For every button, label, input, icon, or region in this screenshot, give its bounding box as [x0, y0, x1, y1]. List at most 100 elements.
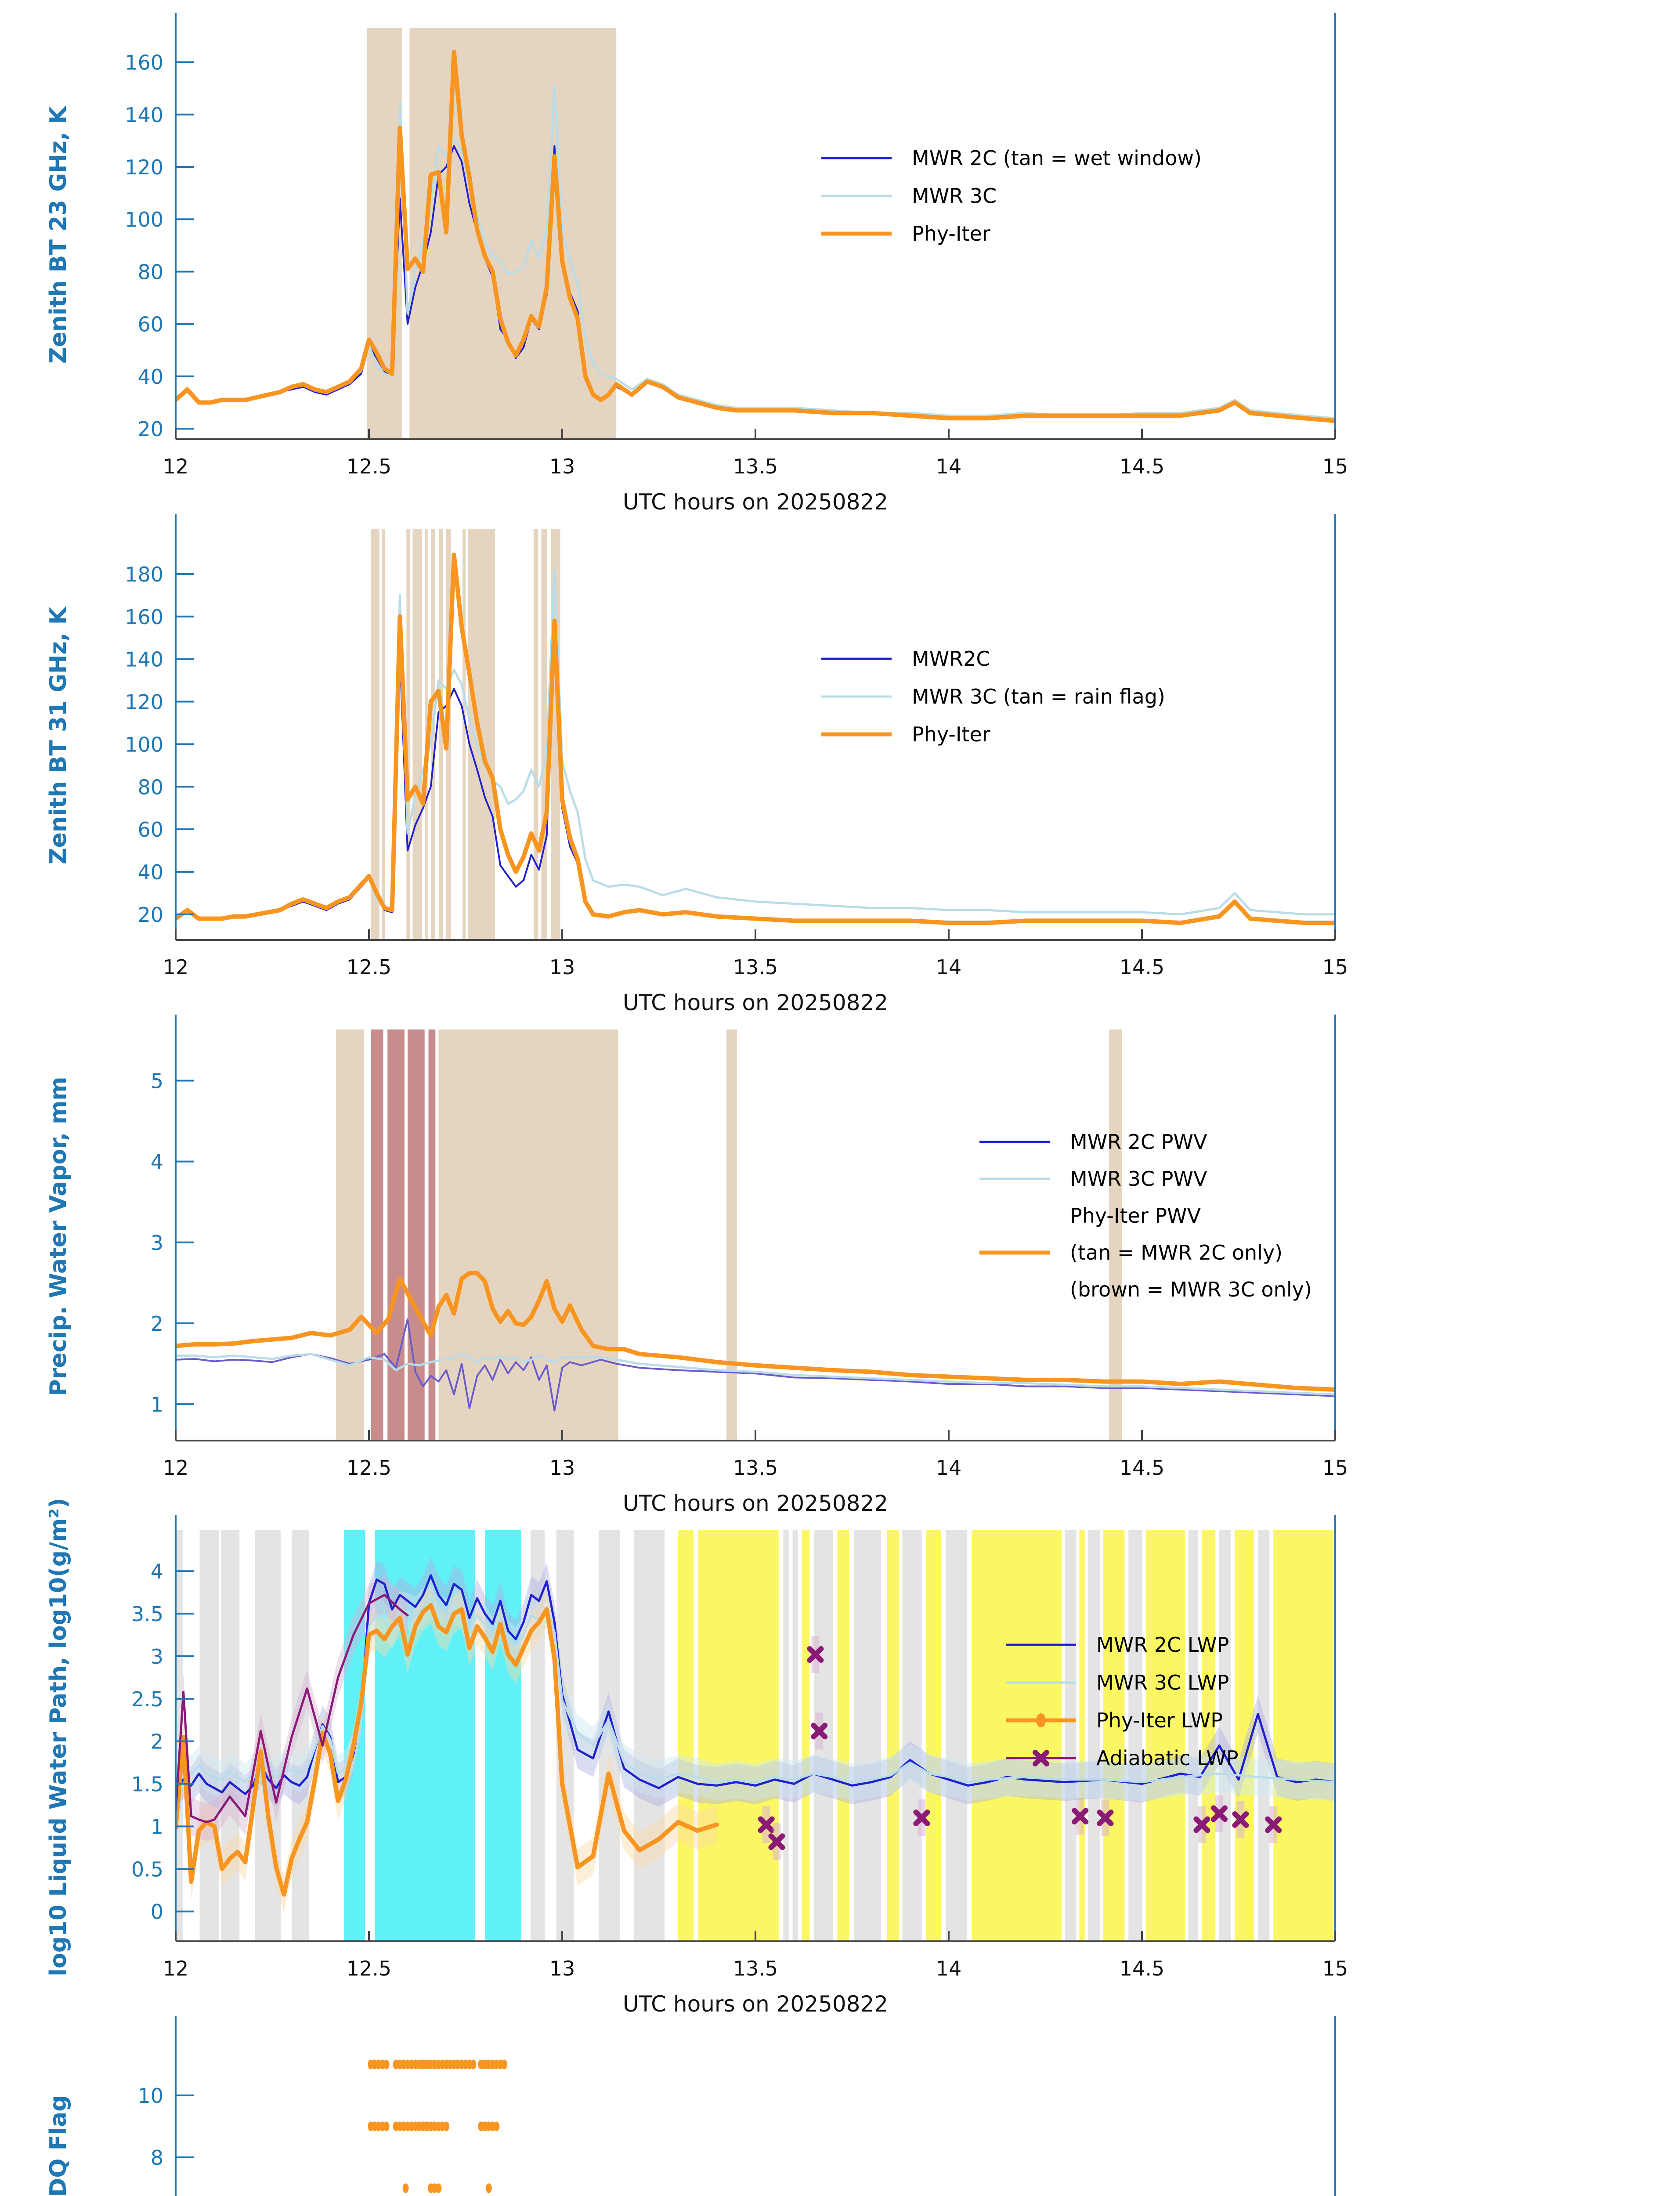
adiabatic-x-marker	[1193, 1816, 1210, 1833]
y-tick-label: 160	[125, 51, 163, 75]
y-tick-label: 10	[137, 2084, 163, 2108]
y-tick-label: 3.5	[131, 1602, 163, 1626]
y-tick-label: 60	[137, 313, 163, 336]
x-tick-label: 12	[163, 455, 189, 478]
series-line	[176, 1597, 1335, 1784]
legend-label: (tan = MWR 2C only)	[1070, 1241, 1283, 1264]
x-tick-label: 14.5	[1120, 955, 1164, 979]
y-tick-label: 20	[137, 903, 163, 927]
band	[438, 1029, 618, 1441]
band	[1128, 1530, 1142, 1941]
x-tick-label: 13.5	[733, 955, 778, 979]
series-group	[176, 1271, 1335, 1412]
legend: MWR 2C PWV MWR 3C PWV Phy-Iter PWV (tan = M…	[979, 1130, 1312, 1301]
series-line	[176, 553, 1335, 925]
adiabatic-markers	[758, 1636, 1282, 1860]
band	[371, 529, 379, 940]
adiabatic-x-marker	[1072, 1808, 1089, 1825]
band	[409, 28, 617, 439]
y-tick-label: 20	[137, 417, 163, 441]
series-group	[176, 553, 1335, 925]
legend-label: Adiabatic LWP	[1096, 1746, 1239, 1770]
legend: MWR2C MWR 3C (tan = rain flag) Phy-Iter	[821, 647, 1165, 746]
band	[375, 1530, 475, 1941]
y-tick-label: 4	[151, 1560, 163, 1583]
legend-label: MWR 2C PWV	[1070, 1130, 1207, 1154]
y-tick-label: 5	[151, 1069, 163, 1093]
series-group	[176, 49, 1335, 423]
dq-point	[402, 2183, 409, 2193]
x-tick-label: 15	[1322, 1957, 1348, 1980]
series-line	[176, 1574, 1335, 1795]
series-line	[176, 1593, 409, 1824]
y-tick-label: 0	[151, 1900, 163, 1924]
adiabatic-x-marker	[758, 1816, 775, 1833]
band	[1273, 1530, 1333, 1941]
band	[336, 1029, 364, 1441]
legend-label: MWR 3C	[912, 184, 997, 208]
x-tick-label: 14	[936, 1456, 962, 1480]
band	[1109, 1029, 1122, 1441]
band	[1103, 1530, 1125, 1941]
band	[412, 529, 422, 940]
shaded-bands	[176, 1530, 1333, 1941]
series-line	[176, 49, 1335, 423]
series-line	[176, 1603, 719, 1897]
x-tick-label: 12	[163, 1957, 189, 1980]
x-tick-label: 15	[1322, 955, 1348, 979]
y-tick-label: 1	[151, 1393, 163, 1416]
band	[854, 1530, 881, 1941]
legend-label: Phy-Iter LWP	[1096, 1708, 1223, 1732]
y-axis-label: Precip. Water Vapor, mm	[45, 1077, 72, 1396]
x-tick-label: 15	[1322, 1456, 1348, 1480]
panel-lwp: 0 0.5 1 1.5 2 2.5 3 3.5 4 12 12.5 13 13.5 14 14.5 15 log…	[0, 1498, 1680, 2033]
y-tick-label: 1.5	[131, 1773, 163, 1796]
x-tick-label: 14.5	[1120, 455, 1164, 478]
y-tick-label: 0.5	[131, 1857, 163, 1881]
y-tick-label: 100	[125, 208, 163, 231]
band	[462, 529, 466, 940]
y-tick-label: 1	[151, 1815, 163, 1838]
band	[176, 1530, 183, 1941]
legend-label: MWR 3C (tan = rain flag)	[912, 685, 1165, 708]
panel-bt23: 20 40 60 80 100 120 140 160 12 12.5 13 13.5 14 14.5 15…	[0, 0, 1680, 531]
x-tick-label: 12.5	[347, 1957, 391, 1980]
y-tick-label: 180	[125, 563, 163, 586]
dq-flag-markers	[368, 2059, 507, 2193]
band	[1087, 1530, 1100, 1941]
y-tick-label: 4	[151, 1150, 163, 1174]
shaded-bands	[371, 529, 560, 940]
y-axis-label: log10 Liquid Water Path, log10(g/m²)	[45, 1498, 72, 1976]
legend-marker	[1033, 1750, 1049, 1766]
y-tick-label: 3	[151, 1645, 163, 1669]
y-tick-label: 120	[125, 155, 163, 179]
dq-point	[501, 2059, 507, 2070]
band	[783, 1530, 789, 1941]
x-axis-label: UTC hours on 20250822	[623, 1491, 888, 1516]
x-tick-label: 13.5	[733, 1456, 778, 1480]
adiabatic-x-marker	[811, 1723, 828, 1740]
adiabatic-x-marker	[1232, 1811, 1249, 1828]
x-tick-label: 12	[163, 955, 189, 979]
band	[292, 1530, 309, 1941]
y-tick-label: 140	[125, 103, 163, 127]
band	[945, 1530, 968, 1941]
band	[1079, 1530, 1085, 1941]
band	[678, 1530, 694, 1941]
legend: MWR 2C (tan = wet window) MWR 3C Phy-Iter	[821, 146, 1202, 246]
dq-point	[383, 2121, 390, 2131]
y-tick-label: 60	[137, 818, 163, 842]
shaded-bands	[367, 28, 617, 439]
band	[599, 1530, 620, 1941]
band	[887, 1530, 900, 1941]
legend-label: MWR 3C LWP	[1096, 1671, 1229, 1694]
legend-label: MWR 3C PWV	[1070, 1167, 1207, 1191]
x-tick-label: 14.5	[1120, 1456, 1164, 1480]
dq-point	[443, 2121, 449, 2131]
legend-label: (brown = MWR 3C only)	[1070, 1278, 1312, 1301]
legend: MWR 2C LWP MWR 3C LWP Phy-Iter LWP Adiabati…	[1006, 1633, 1239, 1770]
band	[533, 529, 538, 940]
x-tick-label: 15	[1322, 455, 1348, 478]
